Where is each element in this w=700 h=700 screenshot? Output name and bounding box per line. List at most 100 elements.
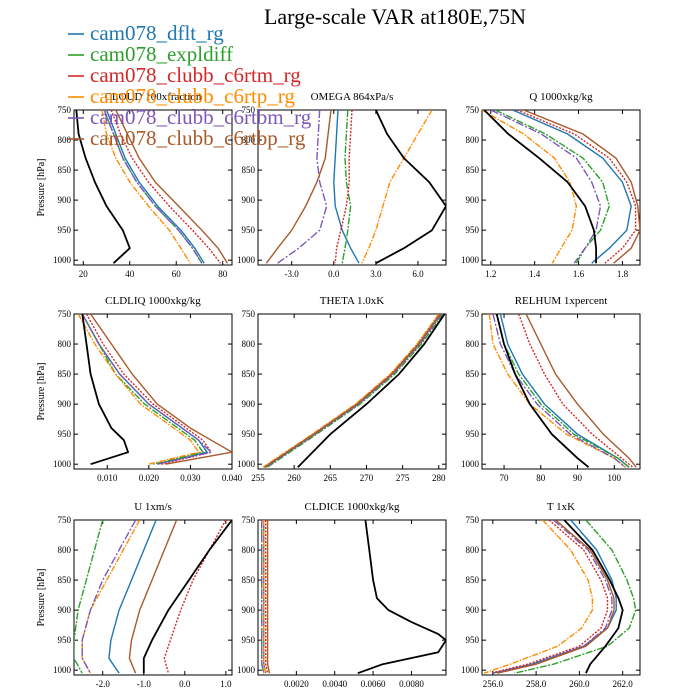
series-line-cam078-expldiff bbox=[514, 520, 637, 674]
panel-8: CLDICE 1000xkg/kg 750 800 850 900 950 1000 0.00… bbox=[237, 501, 447, 689]
panel-frame bbox=[257, 313, 447, 470]
y-tick-label: 1000 bbox=[461, 459, 480, 469]
series-line-cam078-clubb-c6rtm-rg bbox=[518, 314, 634, 468]
y-tick-label: 800 bbox=[242, 545, 256, 555]
y-tick-label: 950 bbox=[58, 225, 72, 235]
series-line-obs bbox=[495, 314, 590, 468]
legend: cam078_dflt_rgcam078_expldiffcam078_club… bbox=[68, 21, 312, 150]
x-tick-label: 280 bbox=[432, 473, 446, 483]
series-line-cam078-clubb-c6rtbm-rg bbox=[103, 110, 203, 264]
legend-label: cam078_clubb_c6rtm_rg bbox=[90, 63, 301, 87]
x-tick-label: 20 bbox=[79, 269, 89, 279]
y-tick-label: 800 bbox=[466, 339, 480, 349]
y-tick-label: 850 bbox=[242, 369, 256, 379]
y-tick-label: 900 bbox=[466, 195, 480, 205]
series-line-cam078-clubb-c6rtbm-rg bbox=[261, 520, 265, 674]
y-tick-label: 750 bbox=[242, 309, 256, 319]
x-tick-label: 60 bbox=[172, 269, 182, 279]
x-tick-label: 0.0020 bbox=[284, 679, 309, 689]
series-line-cam078-clubb-c6rtm-rg bbox=[334, 110, 353, 264]
y-tick-label: 750 bbox=[242, 515, 256, 525]
figure-title: Large-scale VAR at180E,75N bbox=[264, 4, 526, 29]
y-tick-label: 800 bbox=[58, 135, 72, 145]
y-tick-label: 900 bbox=[58, 399, 72, 409]
series-line-cam078-clubb-c6rtm-rg bbox=[163, 520, 227, 674]
series-line-cam078-clubb-c6rtbp-rg bbox=[523, 110, 640, 264]
x-tick-label: 0.0 bbox=[179, 679, 191, 689]
series-line-cam078-clubb-c6rtbp-rg bbox=[525, 314, 637, 468]
panel-frame bbox=[481, 313, 641, 470]
x-tick-label: 3.0 bbox=[370, 269, 382, 279]
x-tick-label: 6.0 bbox=[412, 269, 424, 279]
y-tick-label: 850 bbox=[242, 165, 256, 175]
panel-7: U 1xm/s 750 800 850 900 950 1000 -2.0 -1.0 0.0 1.0… bbox=[36, 501, 233, 689]
x-tick-label: 275 bbox=[396, 473, 410, 483]
series-line-cam078-clubb-c6rtbp-rg bbox=[266, 520, 271, 674]
y-tick-label: 750 bbox=[466, 515, 480, 525]
y-tick-label: 750 bbox=[466, 309, 480, 319]
y-axis-label: Pressure [hPa] bbox=[36, 362, 47, 420]
panel-title: CLOUD 100xfraction bbox=[105, 91, 202, 103]
y-tick-label: 950 bbox=[242, 225, 256, 235]
panel-title: THETA 1.0xK bbox=[320, 295, 385, 307]
legend-label: cam078_dflt_rg bbox=[90, 21, 224, 45]
y-tick-label: 950 bbox=[466, 429, 480, 439]
x-tick-label: 0.010 bbox=[97, 473, 118, 483]
series-line-cam078-clubb-c6rtbp-rg bbox=[115, 110, 228, 264]
legend-label: cam078_clubb_c6rtbm_rg bbox=[90, 105, 312, 129]
y-tick-label: 900 bbox=[242, 195, 256, 205]
series-line-cam078-clubb-c6rtbm-rg bbox=[490, 110, 602, 264]
series-line-cam078-clubb-c6rtp-rg bbox=[482, 110, 578, 264]
y-tick-label: 800 bbox=[58, 339, 72, 349]
x-tick-label: 0.0060 bbox=[361, 679, 386, 689]
x-tick-label: -3.0 bbox=[285, 269, 300, 279]
legend-item-cam078-clubb-c6rtp-rg: cam078_clubb_c6rtp_rg bbox=[68, 84, 295, 108]
panel-frame bbox=[73, 519, 233, 676]
y-tick-label: 950 bbox=[58, 635, 72, 645]
y-tick-label: 900 bbox=[466, 399, 480, 409]
x-tick-label: 270 bbox=[360, 473, 374, 483]
y-tick-label: 1000 bbox=[53, 665, 72, 675]
y-tick-label: 1000 bbox=[237, 255, 256, 265]
y-tick-label: 850 bbox=[466, 165, 480, 175]
y-tick-label: 750 bbox=[466, 105, 480, 115]
panel-title: CLDICE 1000xkg/kg bbox=[304, 501, 400, 513]
y-tick-label: 950 bbox=[242, 635, 256, 645]
y-axis-label: Pressure [hPa] bbox=[36, 568, 47, 626]
x-tick-label: 0.040 bbox=[222, 473, 243, 483]
series-line-cam078-clubb-c6rtbp-rg bbox=[264, 314, 441, 468]
y-tick-label: 1000 bbox=[237, 459, 256, 469]
x-tick-label: 100 bbox=[608, 473, 622, 483]
x-tick-label: 70 bbox=[500, 473, 510, 483]
series-line-cam078-clubb-c6rtbm-rg bbox=[492, 314, 626, 468]
x-tick-label: 40 bbox=[125, 269, 135, 279]
series-line-cam078-expldiff bbox=[494, 110, 610, 264]
series-line-cam078-clubb-c6rtp-rg bbox=[77, 314, 200, 465]
legend-item-cam078-clubb-c6rtbp-rg: cam078_clubb_c6rtbp_rg bbox=[68, 126, 306, 150]
series-line-cam078-clubb-c6rtbm-rg bbox=[265, 314, 443, 468]
x-tick-label: 260.0 bbox=[569, 679, 590, 689]
series-line-cam078-clubb-c6rtp-rg bbox=[361, 110, 433, 264]
series-line-cam078-clubb-c6rtbm-rg bbox=[81, 314, 212, 465]
series-line-obs bbox=[142, 520, 232, 674]
y-tick-label: 950 bbox=[466, 225, 480, 235]
x-tick-label: 265 bbox=[324, 473, 338, 483]
series-line-cam078-clubb-c6rtbp-rg bbox=[497, 520, 615, 674]
series-line-cam078-dflt-rg bbox=[105, 110, 205, 264]
panel-frame bbox=[73, 109, 233, 266]
legend-label: cam078_expldiff bbox=[90, 42, 233, 66]
y-tick-label: 800 bbox=[466, 135, 480, 145]
panel-1: CLOUD 100xfraction 750 800 850 900 950 1000 20 4… bbox=[36, 91, 233, 279]
series-line-cam078-clubb-c6rtp-rg bbox=[262, 314, 440, 468]
y-tick-label: 900 bbox=[58, 195, 72, 205]
panel-frame bbox=[481, 109, 641, 266]
y-tick-label: 750 bbox=[58, 105, 72, 115]
x-tick-label: 1.0 bbox=[220, 679, 232, 689]
series-line-cam078-clubb-c6rtp-rg bbox=[483, 520, 594, 674]
x-tick-label: 0.0040 bbox=[322, 679, 347, 689]
panel-5: THETA 1.0xK 750 800 850 900 950 1000 255 260 265 2… bbox=[237, 295, 447, 483]
series-line-cam078-expldiff bbox=[74, 520, 104, 674]
y-tick-label: 900 bbox=[58, 605, 72, 615]
y-tick-label: 850 bbox=[58, 165, 72, 175]
